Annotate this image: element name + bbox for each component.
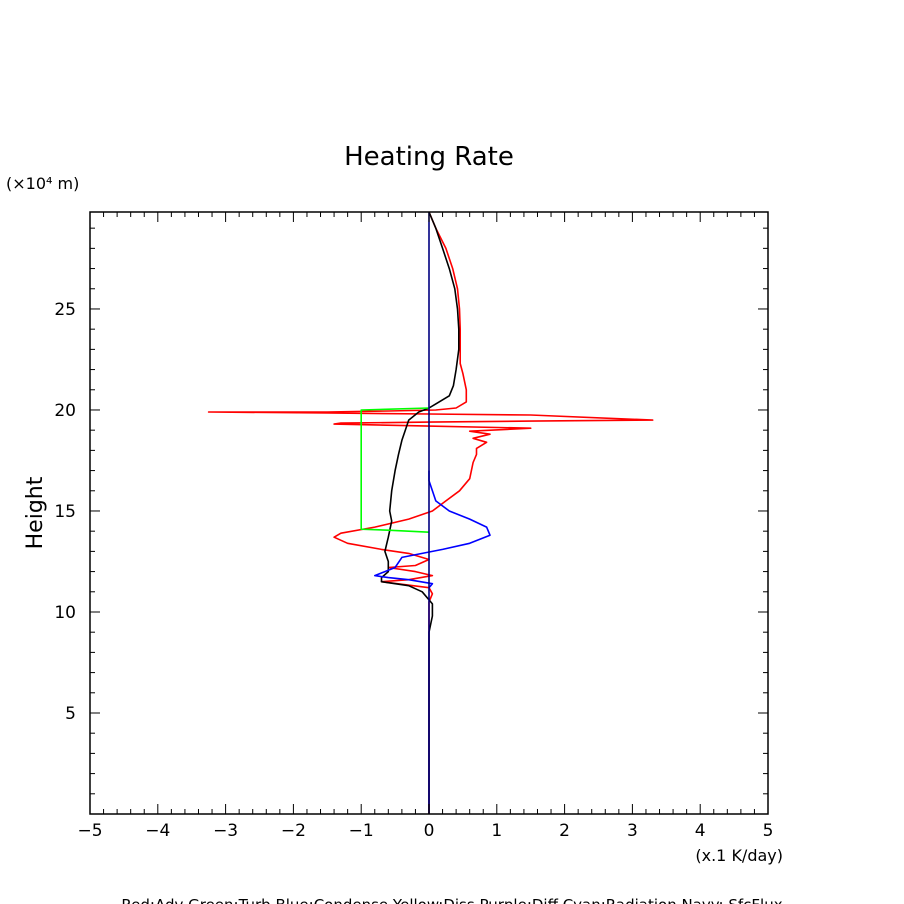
x-tick-label: 2 bbox=[559, 821, 570, 841]
series-line-3 bbox=[373, 470, 491, 589]
y-tick-label: 20 bbox=[54, 401, 76, 421]
x-tick-label: 5 bbox=[763, 821, 774, 841]
x-tick-label: 1 bbox=[491, 821, 502, 841]
x-tick-label: 3 bbox=[627, 821, 638, 841]
series-line-1 bbox=[380, 211, 460, 814]
x-tick-label: −4 bbox=[145, 821, 170, 841]
x-tick-label: 4 bbox=[695, 821, 706, 841]
plot-frame bbox=[89, 211, 769, 815]
legend-caption: Red:Adv Green:Turb Blue:Condense Yellow:… bbox=[121, 896, 782, 904]
x-tick-label: 0 bbox=[424, 821, 435, 841]
x-tick-label: −1 bbox=[349, 821, 374, 841]
chart-title: Heating Rate bbox=[344, 142, 514, 172]
x-axis-unit: (x.1 K/day) bbox=[695, 846, 783, 865]
x-tick-label: −3 bbox=[213, 821, 238, 841]
y-axis-unit: (×10⁴ m) bbox=[6, 174, 79, 193]
axis-layer: −5 −4 −3 −2 −1 0 1 2 3 4 5 5 10 15 20 25 bbox=[54, 212, 773, 841]
series-layer bbox=[207, 211, 654, 814]
x-tick-label: −5 bbox=[77, 821, 102, 841]
x-tick-label: −2 bbox=[281, 821, 306, 841]
y-tick-label: 10 bbox=[54, 603, 76, 623]
y-tick-label: 25 bbox=[54, 300, 76, 320]
series-line-2 bbox=[360, 407, 430, 533]
series-line-0 bbox=[207, 211, 654, 814]
y-tick-label: 15 bbox=[54, 502, 76, 522]
y-tick-label: 5 bbox=[65, 704, 76, 724]
y-axis-label: Height bbox=[23, 476, 48, 549]
